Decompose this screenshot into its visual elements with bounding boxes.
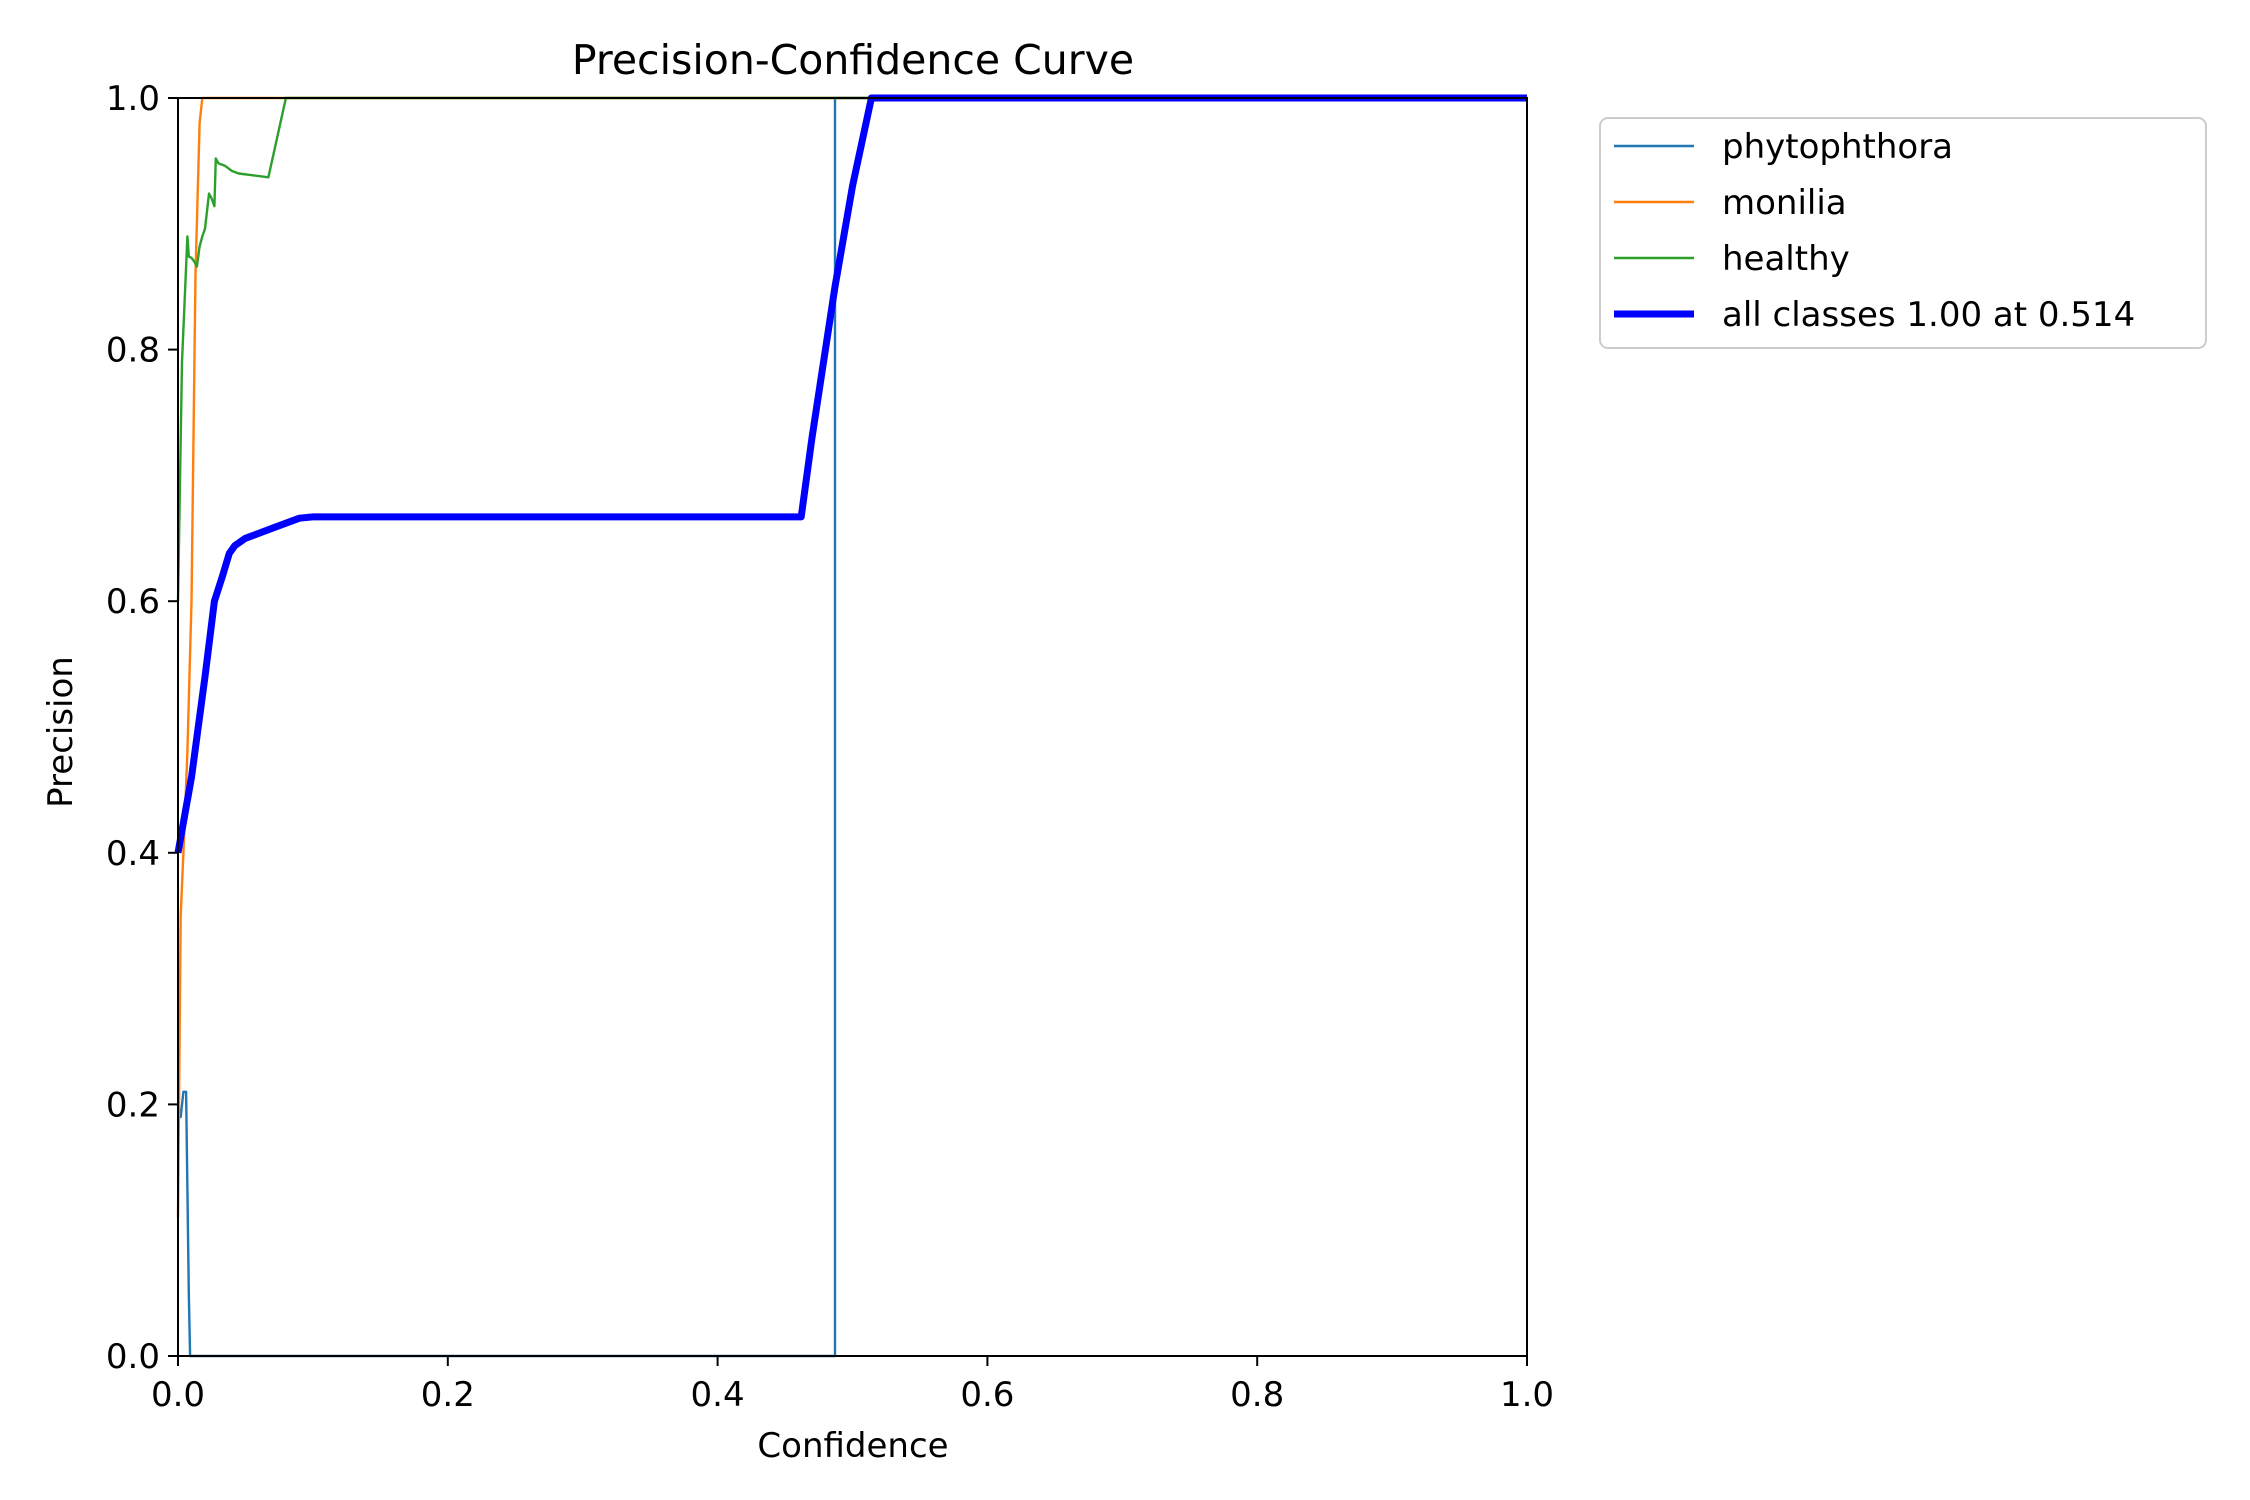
legend-label-monilia: monilia: [1722, 183, 1847, 223]
y-tick-label: 0.4: [106, 834, 160, 874]
y-tick-label: 0.0: [106, 1337, 160, 1377]
legend-label-all: all classes 1.00 at 0.514: [1722, 295, 2135, 335]
y-tick-label: 1.0: [106, 79, 160, 119]
y-tick-label: 0.8: [106, 331, 160, 371]
y-axis-ticks: 0.0 0.2 0.4 0.6 0.8 1.0: [106, 79, 178, 1377]
series-line-all: [174, 94, 1527, 854]
x-axis-title: Confidence: [757, 1426, 948, 1466]
y-tick-label: 0.6: [106, 582, 160, 622]
x-tick-label: 0.6: [960, 1375, 1014, 1415]
series-line-healthy: [176, 96, 1527, 602]
plot-frame: [177, 97, 1528, 1357]
x-tick-label: 0.4: [691, 1375, 745, 1415]
legend-frame: [1599, 117, 2207, 349]
y-tick-label: 0.2: [106, 1085, 160, 1125]
x-tick-label: 0.8: [1230, 1375, 1284, 1415]
x-axis-ticks: 0.0 0.2 0.4 0.6 0.8 1.0: [151, 1356, 1554, 1415]
chart-title: Precision-Confidence Curve: [572, 36, 1134, 84]
x-tick-label: 0.0: [151, 1375, 205, 1415]
y-axis-title: Precision: [41, 656, 81, 808]
legend: phytophthora monilia healthy all classes 1.…: [1599, 117, 2207, 349]
series-line-monilia: [176, 96, 1527, 1218]
x-tick-label: 1.0: [1500, 1375, 1554, 1415]
series-layer: [174, 94, 1527, 1358]
plot-area: [178, 98, 1527, 1356]
x-tick-label: 0.2: [421, 1375, 475, 1415]
legend-label-phytophthora: phytophthora: [1722, 127, 1953, 167]
legend-label-healthy: healthy: [1722, 239, 1850, 279]
